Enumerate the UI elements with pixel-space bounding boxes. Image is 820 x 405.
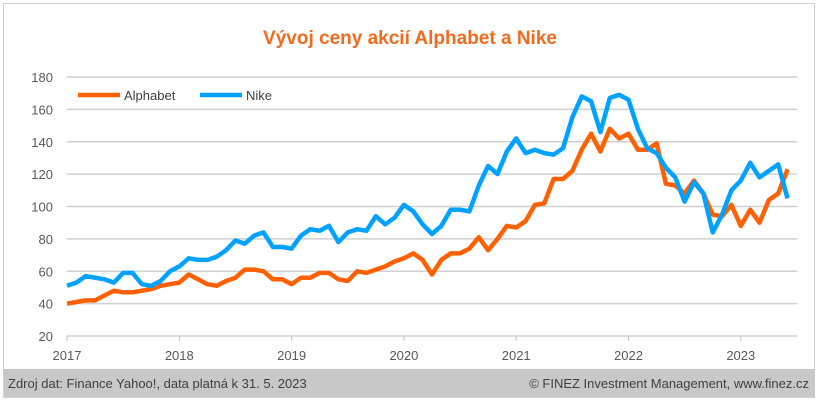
series-line-alphabet	[66, 126, 790, 306]
y-tick-label: 160	[31, 102, 53, 117]
y-tick-label: 180	[31, 70, 53, 85]
y-tick-label: 140	[31, 135, 53, 150]
x-tick-label: 2019	[277, 348, 306, 363]
copyright-note: © FINEZ Investment Management, www.finez…	[529, 376, 809, 391]
x-tick-label: 2020	[389, 348, 418, 363]
footer: Zdroj dat: Finance Yahoo!, data platná k…	[4, 369, 815, 397]
y-tick-label: 60	[39, 264, 53, 279]
legend-label-nike: Nike	[246, 88, 272, 103]
x-tick-label: 2018	[165, 348, 194, 363]
y-tick-label: 80	[39, 232, 53, 247]
y-tick-label: 40	[39, 297, 53, 312]
y-tick-label: 20	[39, 329, 53, 344]
series-line-nike	[66, 92, 790, 289]
line-chart: 20 40 60 80 100 120 140 160 180 2017 2018 2019 2020 2…	[31, 70, 797, 363]
chart-frame	[3, 3, 815, 398]
legend-label-alphabet: Alphabet	[124, 88, 176, 103]
x-tick-label: 2022	[614, 348, 643, 363]
y-tick-label: 100	[31, 200, 53, 215]
source-note: Zdroj dat: Finance Yahoo!, data platná k…	[8, 376, 307, 391]
x-tick-label: 2023	[726, 348, 755, 363]
y-tick-label: 120	[31, 167, 53, 182]
x-tick-label: 2021	[502, 348, 531, 363]
chart-title: Vývoj ceny akcií Alphabet a Nike	[263, 28, 557, 49]
x-tick-label: 2017	[53, 348, 82, 363]
